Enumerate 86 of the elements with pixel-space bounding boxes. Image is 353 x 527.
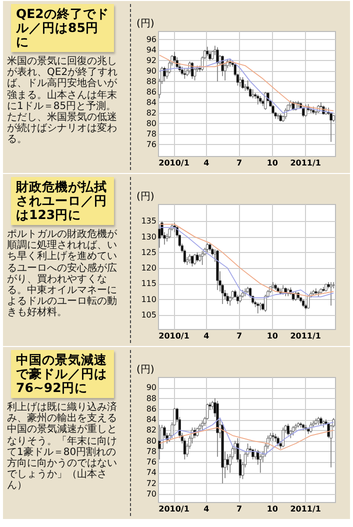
y-tick-label: 90 [146, 66, 156, 76]
x-tick-label: 7 [236, 504, 242, 514]
text: ポルトガルの財政危機が順調に処理されれば、いち早く利上げを進めているユーロへの安心感が広がり、買われやすくなる。中東オイルマネーによるドルのユーロ転の動きも好材料。 [7, 229, 118, 318]
x-tick-label: 7 [236, 332, 242, 340]
candlestick [183, 68, 186, 80]
candlestick [208, 50, 212, 61]
candlestick [200, 420, 204, 431]
x-tick-label: 2011/1 [290, 504, 322, 514]
chart-title: QE2の終了でドル／円は85円に [11, 4, 114, 52]
candlestick [158, 224, 161, 248]
x-tick-label: 2010/1 [158, 332, 190, 340]
candlestick [292, 426, 295, 436]
candlestick [264, 294, 267, 312]
y-tick-label: 76 [146, 458, 156, 467]
y-axis-title: (円) [136, 192, 154, 202]
y-axis-title: (円) [136, 364, 154, 376]
x-tick-label: 10 [266, 504, 278, 514]
x-tick-label: 4 [204, 504, 210, 514]
y-tick-label: 84 [146, 415, 156, 424]
candlestick [276, 436, 280, 447]
text: 米国の景気に回復の兆しが表れ、QE2が終了すれば、ドル高円安地合いが強まる。山本さんは年末に1ドル＝85円と予測。ただし、米国景気の低迷が続けばシナリオは変わる。 [7, 56, 119, 146]
candlestick [330, 282, 332, 306]
y-tick-label: 90 [146, 383, 156, 392]
y-tick-label: 82 [146, 426, 156, 435]
y-tick-label: 125 [141, 248, 156, 257]
x-tick-label: 7 [236, 158, 242, 168]
candlestick [286, 423, 290, 436]
x-tick-label: 4 [204, 332, 210, 340]
y-tick-label: 78 [146, 129, 156, 138]
y-tick-label: 88 [146, 394, 156, 403]
candlestick [236, 294, 240, 304]
y-tick-label: 72 [146, 478, 156, 488]
y-tick-label: 74 [146, 468, 156, 478]
y-tick-label: 80 [146, 118, 156, 128]
candlestick [272, 282, 274, 289]
candlestick [196, 252, 199, 262]
candlestick [193, 254, 196, 266]
y-tick-label: 105 [141, 310, 156, 320]
text: 利上げは既に織り込み済み、豪州の輸出を支える中国の景気減速が重しとなりそう。「年末に向けて1豪ドル＝80円割れの方向に向かうのではないでしょうか」（山本さん） [7, 402, 118, 492]
chart-title: 中国の景気減速で豪ドル／円は76~92円に [11, 350, 114, 398]
candlestick [200, 250, 204, 266]
y-tick-label: 130 [141, 232, 156, 242]
line-series [158, 427, 334, 450]
candlestick [206, 46, 209, 57]
candlestick [221, 55, 224, 77]
x-tick-label: 2010/1 [158, 504, 190, 514]
x-tick-label: 2011/1 [290, 332, 322, 340]
y-tick-label: 82 [146, 108, 156, 118]
candlestick [264, 92, 267, 110]
candlestick [188, 254, 192, 264]
x-tick-label: 4 [204, 158, 210, 168]
candlestick [259, 454, 262, 474]
y-tick-label: 135 [141, 216, 156, 226]
y-tick-label: 78 [146, 446, 156, 456]
candlestick [226, 292, 229, 304]
candlestick [256, 94, 260, 105]
y-tick-label: 86 [146, 87, 156, 96]
x-tick-label: 10 [266, 332, 278, 340]
candlestick [190, 255, 194, 267]
chart-title: 財政危機が払拭されユーロ／円は123円に [11, 177, 114, 225]
y-tick-label: 96 [146, 34, 156, 44]
candlestick [238, 76, 242, 88]
candlestick [206, 242, 209, 253]
y-axis-title: (円) [136, 18, 154, 30]
candlestick [168, 228, 171, 239]
y-tick-label: 115 [141, 279, 156, 288]
candlestick [256, 302, 260, 314]
y-tick-label: 84 [146, 98, 156, 107]
y-tick-label: 70 [146, 490, 156, 499]
candlestick [272, 432, 274, 442]
x-tick-label: 2010/1 [158, 158, 190, 168]
candlestick [282, 427, 284, 448]
y-tick-label: 110 [141, 294, 156, 304]
y-tick-label: 80 [146, 436, 156, 446]
candlestick [163, 66, 166, 82]
y-tick-label: 76 [146, 140, 156, 149]
x-tick-label: 10 [266, 158, 278, 168]
y-tick-label: 94 [146, 45, 156, 54]
y-tick-label: 86 [146, 404, 156, 414]
candlestick [173, 222, 176, 233]
candlestick [241, 76, 244, 90]
y-tick-label: 120 [141, 264, 156, 273]
candlestick [216, 46, 219, 82]
y-tick-label: 92 [146, 56, 156, 65]
y-tick-label: 88 [146, 76, 156, 86]
x-tick-label: 2011/1 [290, 158, 322, 168]
